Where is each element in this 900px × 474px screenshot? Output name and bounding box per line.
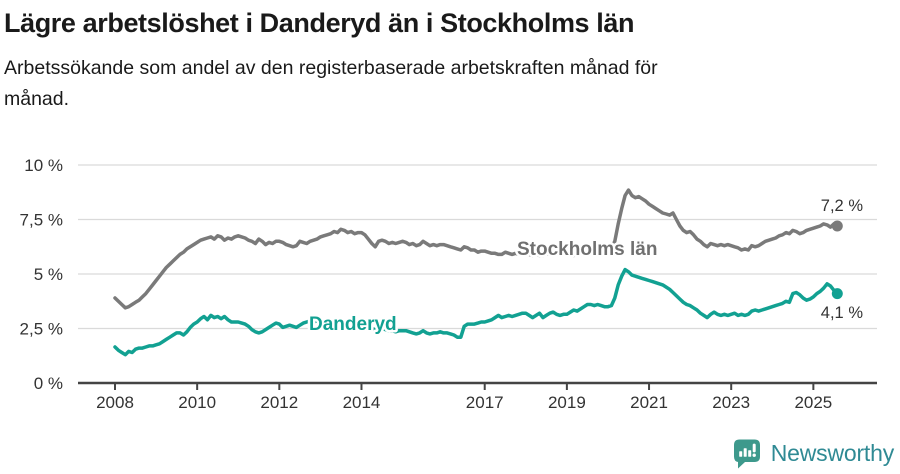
y-tick-label: 7,5 % (20, 211, 63, 230)
series-end-label-stockholms-l-n: 7,2 % (821, 197, 864, 215)
x-tick-label: 2008 (96, 393, 134, 412)
x-tick-label: 2021 (630, 393, 668, 412)
chart-subtitle: Arbetssökande som andel av den registerb… (4, 53, 884, 115)
y-tick-label: 2,5 % (20, 320, 63, 339)
x-tick-label: 2012 (260, 393, 298, 412)
series-label-danderyd: Danderyd (309, 314, 397, 335)
brand-name: Newsworthy (770, 440, 894, 466)
newsworthy-logo: Newsworthy (733, 438, 894, 469)
chart-area: 0 % 2,5 % 5 % 7,5 % 10 % 2008 2010 2012 2014 2017… (0, 140, 900, 432)
x-tick-label: 2017 (466, 393, 504, 412)
series-end-dot-stockholms-l-n (831, 220, 843, 232)
newsworthy-bubble-icon (733, 439, 760, 469)
y-tick-label: 0 % (34, 374, 63, 393)
chart-header: Lägre arbetslöshet i Danderyd än i Stock… (4, 0, 884, 115)
x-tick-label: 2010 (178, 393, 216, 412)
x-tick-label: 2025 (794, 393, 832, 412)
page-title: Lägre arbetslöshet i Danderyd än i Stock… (4, 8, 635, 38)
y-tick-label: 10 % (24, 156, 63, 175)
subtitle-line-2: månad. (4, 88, 70, 111)
subtitle-line-1: Arbetssökande som andel av den registerb… (4, 57, 658, 80)
series-end-label-danderyd: 4,1 % (821, 304, 864, 322)
series-line-stockholms-l-n (113, 188, 840, 310)
series-end-dot-danderyd (831, 288, 843, 300)
unemployment-line-chart: 0 % 2,5 % 5 % 7,5 % 10 % 2008 2010 2012 2014 2017… (20, 156, 877, 412)
x-tick-label: 2014 (343, 393, 381, 412)
x-tick-label: 2023 (712, 393, 750, 412)
series-line-danderyd (113, 267, 840, 357)
x-tick-label: 2019 (548, 393, 586, 412)
series-label-stockholms-l-n: Stockholms län (517, 239, 657, 260)
y-tick-label: 5 % (34, 265, 63, 284)
